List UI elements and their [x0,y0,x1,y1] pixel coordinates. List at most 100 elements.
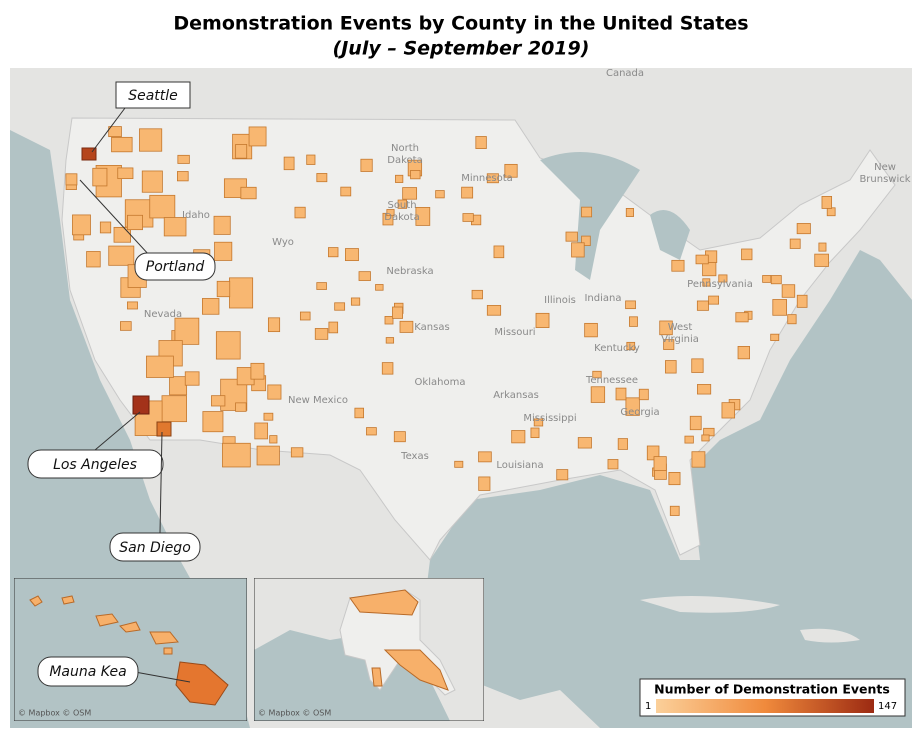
county [697,384,712,395]
attribution: © Mapbox © OSM [258,709,331,718]
county [696,300,709,311]
county [629,316,638,327]
callout-box [37,656,139,687]
map-label: Indiana [584,293,621,304]
county [392,306,404,319]
county [248,126,267,147]
county [397,199,408,209]
map-label: North [391,143,419,154]
county [229,277,254,309]
county [314,328,329,340]
county [149,194,176,219]
callout-box [115,81,191,109]
callout: Portland [146,259,205,275]
county [163,217,187,237]
map-label: Virginia [661,334,699,345]
county [581,206,593,218]
county [141,170,163,193]
county [821,196,833,209]
map-label: Idaho [182,210,210,221]
county [177,154,190,164]
legend: Number of Demonstration Events 1 147 [639,678,906,717]
county [691,451,706,468]
map-label: New Mexico [288,395,348,406]
county [240,186,257,200]
county [781,284,796,298]
county [668,472,681,486]
county [478,476,491,491]
callout: Los Angeles [53,457,137,473]
map-label: Dakota [387,155,422,166]
county [735,312,749,323]
county [385,337,395,344]
map-label: Oklahoma [415,377,466,388]
county [127,301,138,310]
county [590,386,606,403]
county [354,407,365,419]
map-label: Nevada [144,309,182,320]
callout: Seattle [128,88,178,104]
county [381,362,394,375]
county [316,282,327,290]
county [399,320,414,333]
county [626,341,636,351]
county [646,445,660,461]
map-label: Missouri [494,327,535,338]
county [108,126,122,138]
county [213,215,231,235]
county [533,418,544,427]
county [814,253,829,267]
county [139,128,163,152]
county [653,456,667,471]
county [471,289,483,300]
title: Demonstration Events by County in the Un… [173,13,748,35]
county [718,274,728,283]
county [283,156,295,171]
map-label: Tennessee [585,375,638,386]
county [787,314,797,325]
county [222,442,251,468]
counties [349,589,449,691]
county [659,320,673,336]
legend-max: 147 [878,701,897,712]
map-label: West [668,322,693,333]
county [796,223,811,235]
legend-gradient [656,699,874,713]
county [435,190,445,199]
hawaii-inset: Mauna Kea © Mapbox © OSM [14,578,247,721]
county [708,295,720,305]
county [486,173,499,184]
map-label: Illinois [544,295,576,306]
county [671,259,685,272]
county [461,186,474,199]
county [504,163,518,178]
county [108,245,135,266]
county [146,355,174,378]
county [269,435,278,444]
county-san-diego [156,421,172,437]
county [211,395,226,407]
county [665,360,677,374]
county [127,214,143,231]
county [615,387,627,401]
county [120,321,132,331]
map-label: Louisiana [496,460,543,471]
county [410,170,421,180]
county [350,297,361,306]
map-label: Kentucky [594,343,640,354]
map-label: Georgia [620,407,659,418]
county [294,206,306,219]
callout-line [94,411,141,451]
county [607,459,619,470]
county [111,136,133,153]
county [511,430,526,444]
county [826,207,836,217]
map-label: Brunswick [859,174,910,185]
county [334,302,346,311]
county [256,445,280,466]
county [625,300,636,310]
main-map: CanadaNorthDakotaSouthDakotaMinnesotaNeb… [10,68,912,728]
map-label: Canada [606,68,644,79]
map-label: Wyo [272,237,294,248]
